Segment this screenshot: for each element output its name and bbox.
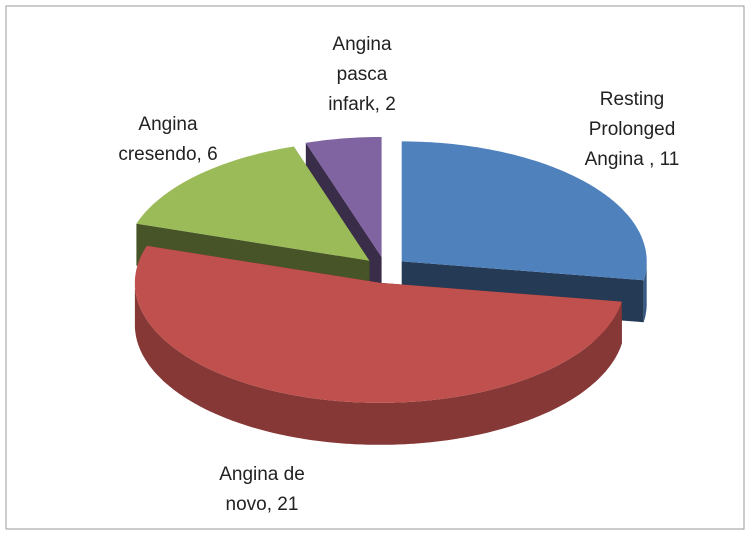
data-label: Prolonged	[589, 119, 676, 140]
data-label: Angina	[138, 114, 198, 135]
data-label: infark, 2	[328, 94, 396, 115]
data-label: novo, 21	[226, 494, 299, 515]
pie-slice	[134, 245, 622, 445]
data-label: pasca	[337, 64, 388, 85]
data-label: cresendo, 6	[118, 144, 217, 165]
slice-side	[134, 282, 622, 445]
slice-top	[401, 141, 647, 281]
slice-top	[305, 137, 382, 257]
data-label: Angina , 11	[585, 149, 680, 170]
slice-top	[136, 146, 370, 261]
slice-side	[643, 261, 647, 323]
data-label: Angina de	[219, 464, 305, 485]
slice-top	[134, 245, 622, 403]
data-label: Angina	[332, 34, 392, 55]
data-label: Resting	[600, 89, 664, 110]
